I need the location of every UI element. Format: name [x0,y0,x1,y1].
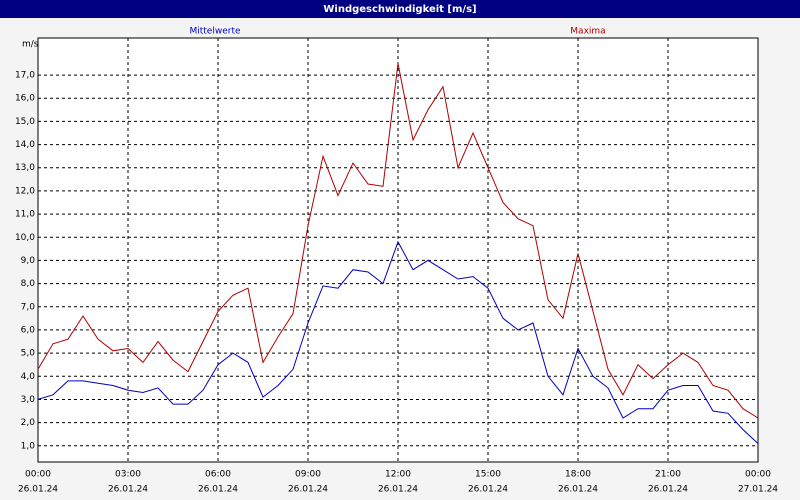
y-unit: m/s [22,40,39,50]
y-tick-label: 9,0 [21,256,36,266]
x-tick-date: 26.01.24 [18,485,58,495]
series-line [37,63,759,419]
y-tick-label: 4,0 [21,372,36,382]
y-tick-label: 8,0 [21,279,36,289]
x-tick-label: 06:00 [205,470,231,480]
series-line [37,240,759,444]
y-tick-label: 11,0 [15,210,35,220]
y-tick-label: 3,0 [21,395,36,405]
x-tick-date: 26.01.24 [648,485,688,495]
x-tick-date: 26.01.24 [558,485,598,495]
y-tick-label: 14,0 [15,140,35,150]
x-tick-label: 21:00 [655,470,681,480]
y-tick-label: 15,0 [15,117,35,127]
x-tick-label: 12:00 [385,470,411,480]
y-tick-label: 16,0 [15,94,35,104]
x-tick-label: 03:00 [115,470,141,480]
legend-label: Maxima [570,27,605,37]
y-tick-label: 13,0 [15,163,35,173]
x-tick-label: 00:00 [745,470,771,480]
y-tick-label: 12,0 [15,186,35,196]
y-tick-label: 1,0 [21,441,36,451]
legend-label: Mittelwerte [189,27,240,37]
x-tick-label: 15:00 [475,470,501,480]
x-tick-date: 27.01.24 [738,485,778,495]
y-tick-label: 2,0 [21,418,36,428]
x-tick-date: 26.01.24 [468,485,508,495]
y-tick-label: 6,0 [21,325,36,335]
title-bar [0,0,800,18]
x-tick-date: 26.01.24 [108,485,148,495]
x-tick-date: 26.01.24 [288,485,328,495]
y-tick-label: 5,0 [21,349,36,359]
chart-title: Windgeschwindigkeit [m/s] [323,4,476,15]
x-tick-date: 26.01.24 [378,485,418,495]
x-tick-label: 18:00 [565,470,591,480]
x-tick-label: 00:00 [25,470,51,480]
y-tick-label: 7,0 [21,302,36,312]
y-tick-label: 10,0 [15,233,35,243]
x-tick-date: 26.01.24 [198,485,238,495]
y-tick-label: 17,0 [15,71,35,81]
x-tick-label: 09:00 [295,470,321,480]
